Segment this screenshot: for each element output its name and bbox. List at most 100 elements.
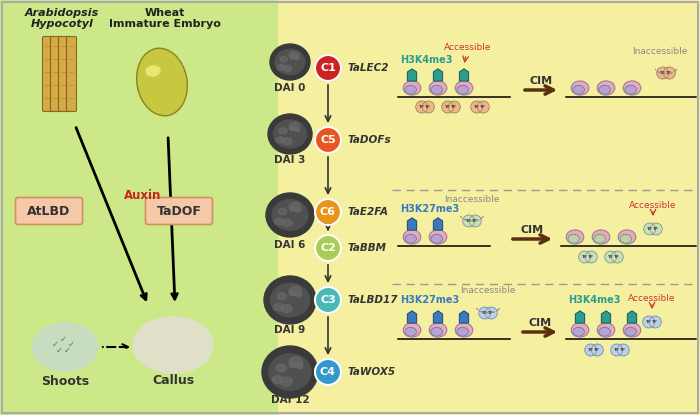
- Circle shape: [650, 316, 662, 328]
- Ellipse shape: [403, 323, 421, 337]
- Text: H3K27me3: H3K27me3: [400, 204, 459, 214]
- Ellipse shape: [270, 283, 309, 317]
- Ellipse shape: [431, 85, 442, 94]
- Circle shape: [442, 101, 454, 113]
- Circle shape: [643, 316, 654, 328]
- Text: TF: TF: [645, 320, 652, 324]
- Ellipse shape: [280, 56, 287, 62]
- Ellipse shape: [455, 323, 472, 337]
- Ellipse shape: [597, 323, 615, 337]
- Circle shape: [617, 344, 629, 356]
- Text: CIM: CIM: [520, 225, 544, 235]
- Text: TaWOX5: TaWOX5: [348, 367, 396, 377]
- Circle shape: [315, 199, 341, 225]
- Ellipse shape: [289, 202, 301, 211]
- Ellipse shape: [457, 85, 468, 94]
- Text: TF: TF: [588, 348, 594, 352]
- FancyBboxPatch shape: [0, 0, 278, 415]
- Circle shape: [584, 344, 596, 356]
- Text: Immature Embryo: Immature Embryo: [109, 19, 221, 29]
- Text: TF: TF: [452, 105, 457, 109]
- Ellipse shape: [136, 48, 188, 116]
- Text: C1: C1: [320, 63, 336, 73]
- Text: Accessible: Accessible: [444, 44, 491, 53]
- Circle shape: [471, 101, 483, 113]
- Ellipse shape: [403, 230, 421, 244]
- Text: C4: C4: [320, 367, 336, 377]
- Circle shape: [650, 223, 662, 235]
- Ellipse shape: [140, 337, 166, 353]
- Ellipse shape: [429, 323, 447, 337]
- Ellipse shape: [294, 56, 299, 60]
- Text: CIM: CIM: [529, 76, 552, 86]
- Circle shape: [579, 251, 591, 263]
- Ellipse shape: [172, 347, 198, 362]
- Ellipse shape: [69, 332, 90, 345]
- Ellipse shape: [573, 327, 584, 336]
- Text: TaBBM: TaBBM: [348, 243, 387, 253]
- Text: TaLBD17: TaLBD17: [348, 295, 398, 305]
- Ellipse shape: [295, 364, 303, 369]
- Ellipse shape: [49, 328, 71, 342]
- Ellipse shape: [289, 286, 302, 295]
- Ellipse shape: [599, 85, 610, 94]
- Ellipse shape: [71, 340, 92, 354]
- Ellipse shape: [148, 347, 174, 362]
- Ellipse shape: [262, 346, 318, 398]
- Ellipse shape: [599, 327, 610, 336]
- Ellipse shape: [289, 207, 295, 211]
- Ellipse shape: [269, 354, 311, 390]
- Text: TF: TF: [444, 105, 451, 109]
- Polygon shape: [627, 311, 636, 323]
- Text: DAI 9: DAI 9: [274, 325, 306, 335]
- Ellipse shape: [618, 230, 636, 244]
- Ellipse shape: [290, 127, 295, 131]
- Ellipse shape: [284, 65, 292, 72]
- Ellipse shape: [281, 377, 293, 386]
- Circle shape: [315, 55, 341, 81]
- Circle shape: [469, 215, 481, 227]
- Text: Inaccessible: Inaccessible: [461, 286, 516, 295]
- Text: TaDOF: TaDOF: [157, 205, 202, 217]
- Ellipse shape: [278, 208, 287, 215]
- Text: ✓: ✓: [60, 334, 66, 344]
- Circle shape: [477, 101, 489, 113]
- Ellipse shape: [275, 218, 284, 225]
- Circle shape: [611, 251, 623, 263]
- Text: TF: TF: [419, 105, 425, 109]
- FancyBboxPatch shape: [43, 37, 52, 112]
- Text: TF: TF: [659, 71, 666, 75]
- Text: CIM: CIM: [528, 318, 552, 328]
- Ellipse shape: [133, 317, 213, 373]
- Polygon shape: [407, 69, 416, 81]
- Ellipse shape: [32, 323, 98, 371]
- Ellipse shape: [272, 200, 308, 230]
- Circle shape: [644, 223, 656, 235]
- Text: Accessible: Accessible: [629, 293, 676, 303]
- Ellipse shape: [571, 81, 589, 95]
- Text: Callus: Callus: [152, 374, 194, 386]
- Ellipse shape: [289, 51, 299, 59]
- Circle shape: [315, 235, 341, 261]
- FancyBboxPatch shape: [66, 37, 76, 112]
- Text: TaE2FA: TaE2FA: [348, 207, 389, 217]
- Text: TF: TF: [608, 255, 614, 259]
- Ellipse shape: [39, 332, 61, 345]
- Ellipse shape: [289, 122, 300, 130]
- Ellipse shape: [289, 291, 296, 296]
- Circle shape: [485, 307, 497, 319]
- Circle shape: [479, 307, 491, 319]
- Circle shape: [605, 251, 617, 263]
- FancyBboxPatch shape: [15, 198, 83, 225]
- Text: TF: TF: [666, 71, 672, 75]
- Circle shape: [657, 67, 668, 79]
- Text: ✓: ✓: [52, 339, 59, 349]
- Ellipse shape: [295, 292, 302, 297]
- Ellipse shape: [274, 303, 284, 311]
- Polygon shape: [433, 311, 442, 323]
- Ellipse shape: [573, 85, 584, 94]
- Text: C5: C5: [320, 135, 336, 145]
- Text: TF: TF: [474, 105, 480, 109]
- Text: TF: TF: [482, 311, 488, 315]
- Ellipse shape: [274, 120, 307, 148]
